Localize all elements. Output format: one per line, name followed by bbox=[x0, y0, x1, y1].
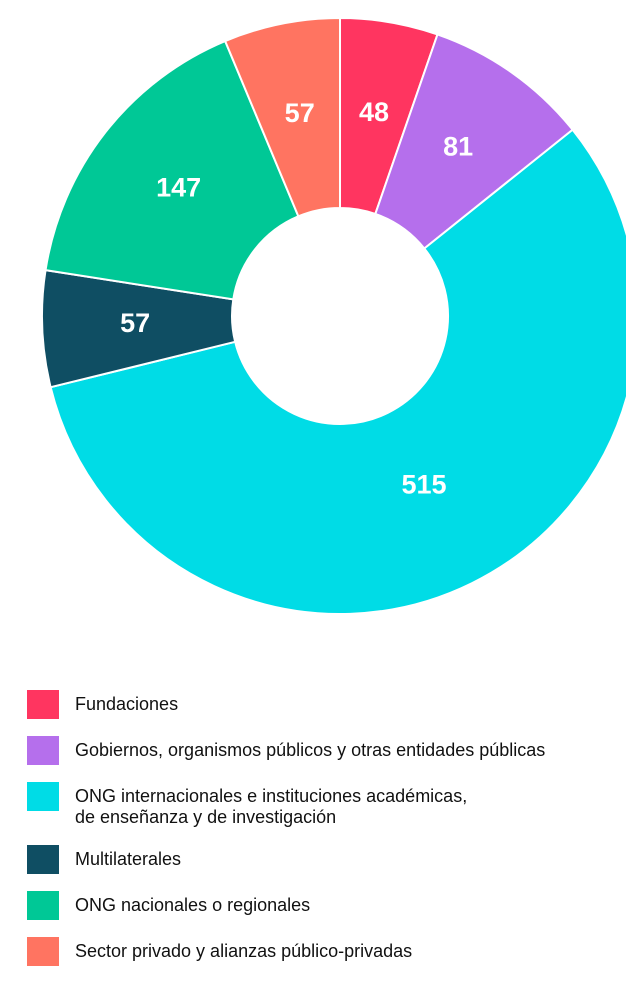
data-label: 57 bbox=[120, 308, 150, 338]
legend-label: Sector privado y alianzas público-privad… bbox=[75, 941, 413, 961]
legend-swatch bbox=[27, 690, 59, 719]
page: 48 81 515 57 147 57 Fundaciones Gobiernos, org… bbox=[27, 16, 626, 966]
legend-item: ONG nacionales o regionales bbox=[27, 891, 626, 920]
legend-swatch bbox=[27, 845, 59, 874]
legend-label: ONG nacionales o regionales bbox=[75, 895, 311, 915]
legend-label: Multilaterales bbox=[75, 849, 182, 869]
legend-label: Fundaciones bbox=[75, 694, 179, 714]
legend-item: Fundaciones bbox=[27, 690, 626, 719]
data-label: 81 bbox=[443, 132, 473, 162]
legend-swatch bbox=[27, 937, 59, 966]
legend-swatch bbox=[27, 736, 59, 765]
data-label: 515 bbox=[402, 470, 447, 500]
legend-item: Multilaterales bbox=[27, 845, 626, 874]
donut-segment bbox=[223, 16, 341, 218]
legend-swatch bbox=[27, 891, 59, 920]
legend-swatch bbox=[27, 782, 59, 811]
legend-label: Gobiernos, organismos públicos y otras e… bbox=[75, 740, 546, 760]
chart: 48 81 515 57 147 57 bbox=[41, 16, 626, 615]
data-label: 48 bbox=[359, 97, 389, 127]
legend-item: ONG internacionales e instituciones acad… bbox=[27, 782, 626, 828]
legend-label: ONG internacionales e instituciones acad… bbox=[75, 786, 468, 827]
legend-item: Gobiernos, organismos públicos y otras e… bbox=[27, 736, 626, 765]
donut-segment bbox=[44, 39, 300, 301]
legend-item: Sector privado y alianzas público-privad… bbox=[27, 937, 626, 966]
legend: Fundaciones Gobiernos, organismos público… bbox=[27, 690, 626, 983]
data-label: 147 bbox=[156, 173, 201, 203]
data-label: 57 bbox=[285, 98, 315, 128]
donut-segment bbox=[49, 128, 626, 615]
